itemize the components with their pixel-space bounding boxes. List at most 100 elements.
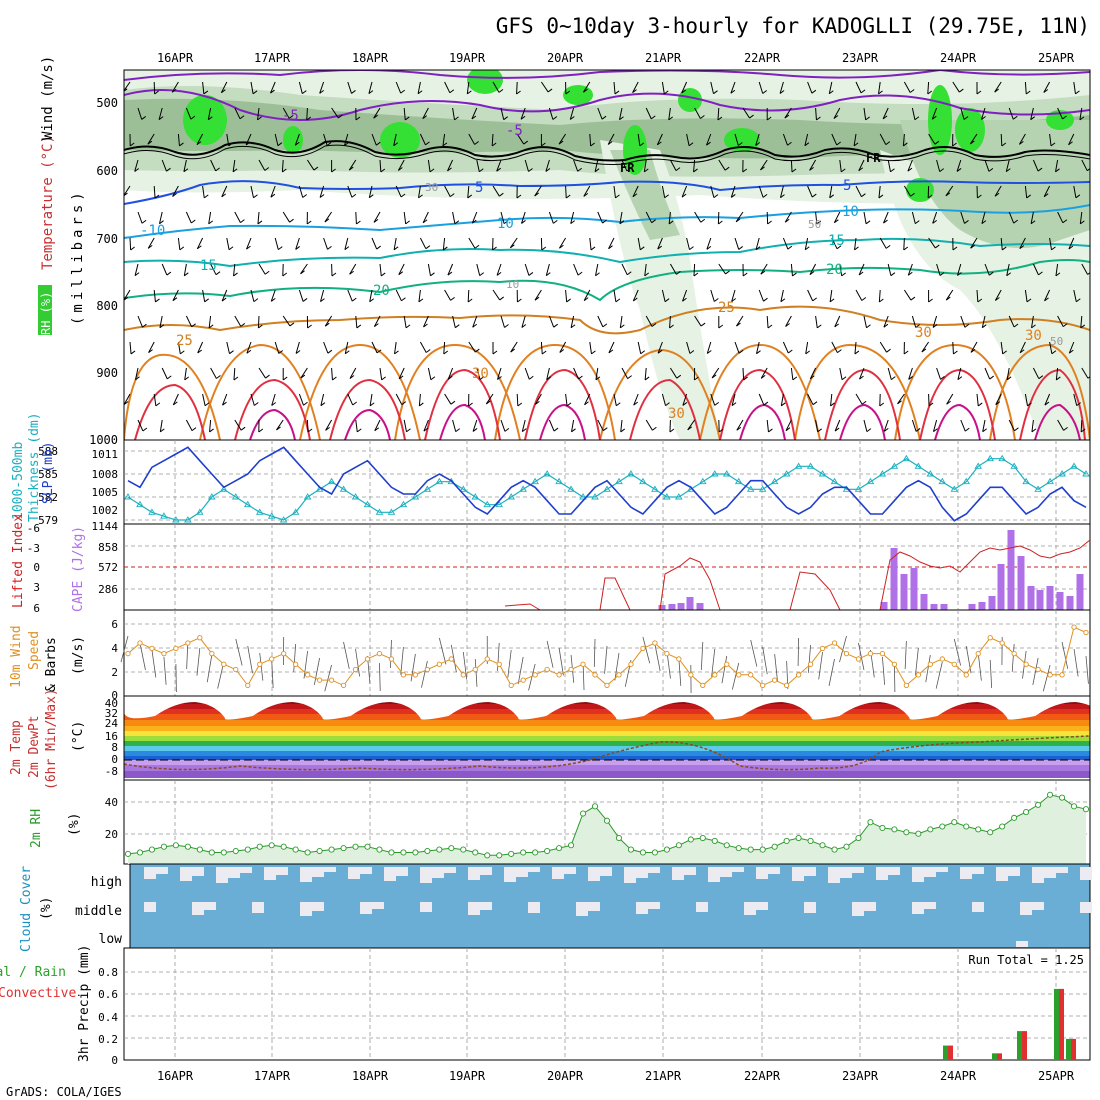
upper-wind-barb [147,133,155,145]
upper-wind-barb-feather [706,141,711,146]
upper-wind-barb-feather [356,428,362,433]
rh-point [999,823,1006,830]
upper-wind-barb [403,107,406,120]
upper-wind-barb-feather [1006,376,1012,381]
upper-wind-barb [669,315,671,329]
thickness-point [160,512,168,519]
upper-wind-barb [516,133,525,145]
wind-barb [390,639,392,668]
upper-wind-barb-feather [374,427,380,432]
upper-wind-barb [1055,159,1059,172]
upper-wind-barb-feather [504,427,510,432]
wind-barb [324,664,332,692]
thickness-point [184,516,192,523]
upper-wind-barb-feather [706,350,712,354]
upper-wind-barb-feather [197,349,203,354]
upper-wind-barb-feather [430,376,436,381]
rh-point [448,845,455,852]
rh-point [831,846,838,853]
thickness-point [543,470,551,477]
upper-wind-barb-feather [805,350,811,355]
upper-wind-barb [657,341,663,354]
cloud-high-block [732,867,744,872]
upper-wind-barb-feather [907,167,913,172]
upper-wind-barb-feather [376,349,382,354]
wind-speed-point [245,682,251,689]
upper-wind-barb-feather [245,141,251,146]
upper-wind-barb [717,107,720,121]
rh-point [232,847,239,855]
upper-wind-barb-feather [907,271,913,276]
upper-wind-barb-feather [694,376,699,381]
upper-wind-barb [172,185,179,197]
upper-wind-barb-feather [348,166,354,171]
upper-wind-barb [347,185,353,198]
upper-wind-barb-feather [425,349,431,353]
upper-wind-barb-feather [1031,428,1037,433]
upper-wind-barb-feather [866,324,871,329]
ylabel-temperature: Temperature (°C) [40,135,56,270]
cape-li-panel: -6 -3 0 3 6 1144 858 572 286 Lifted Inde… [11,514,1091,615]
upper-wind-barb-feather [528,168,533,172]
upper-wind-barb [960,107,965,120]
upper-wind-barb [828,81,833,94]
upper-wind-barb [395,289,402,302]
upper-wind-barb-feather [222,401,227,406]
upper-wind-barb-feather [614,90,620,95]
upper-wind-barb [444,289,452,301]
wind-speed-point [795,672,802,678]
wind-speed-point [400,672,407,678]
upper-wind-barb [829,185,833,198]
svg-text:-3: -3 [27,542,40,555]
upper-wind-barb [858,263,865,276]
upper-wind-barb-feather [787,141,792,146]
upper-wind-barb-feather [196,141,202,145]
upper-wind-barb-feather [626,271,632,276]
upper-wind-barb [809,367,817,380]
wind-speed-point [760,682,766,689]
upper-wind-barb-feather [730,194,736,198]
ylabel-thickness-a: 1000-500mb [11,442,26,520]
upper-wind-barb [234,107,241,120]
upper-wind-barb [613,81,616,94]
upper-wind-barb [226,133,230,146]
upper-wind-barb [418,393,421,406]
upper-wind-barb [419,133,426,146]
upper-wind-barb-feather [319,89,324,94]
wind-speed-point [508,682,514,689]
upper-wind-barb [815,315,818,328]
upper-wind-barb-feather [865,220,871,225]
cape-yticks: -6 -3 0 3 6 1144 858 572 286 [27,520,119,615]
upper-wind-barb-feather [681,89,687,94]
upper-wind-barb-feather [932,324,938,328]
upper-wind-barb [177,341,181,354]
upper-wind-barb [418,185,421,198]
cape-bars [658,530,1084,610]
upper-wind-barb-feather [836,245,842,250]
cape-bar [696,603,704,610]
upper-wind-barb-feather [306,116,312,121]
rh-point [819,842,826,849]
cloud-high-block [264,867,276,880]
rh-point [508,850,515,857]
upper-wind-barb [687,419,696,431]
upper-wind-barb [887,159,891,172]
cape-bar [988,596,996,610]
upper-wind-barb-feather [970,348,976,353]
wind-speed-point [915,672,921,678]
cloud-middle-block [588,902,600,911]
upper-wind-barb [281,159,284,173]
upper-wind-barb-feather [373,218,379,223]
rh-point [436,846,443,853]
upper-wind-barb-feather [619,116,624,121]
cloud-middle-block [756,902,768,910]
upper-wind-barb-feather [977,298,983,303]
upper-wind-barb-feather [380,168,386,173]
cloud-panel: high middle low Cloud Cover (%) [19,863,1092,952]
upper-wind-barb-feather [853,142,859,147]
upper-wind-barb-feather [591,350,596,355]
upper-wind-barb [452,419,457,432]
upper-wind-barb [1073,289,1077,302]
upper-wind-barb [758,393,765,406]
thickness-point [830,477,839,485]
